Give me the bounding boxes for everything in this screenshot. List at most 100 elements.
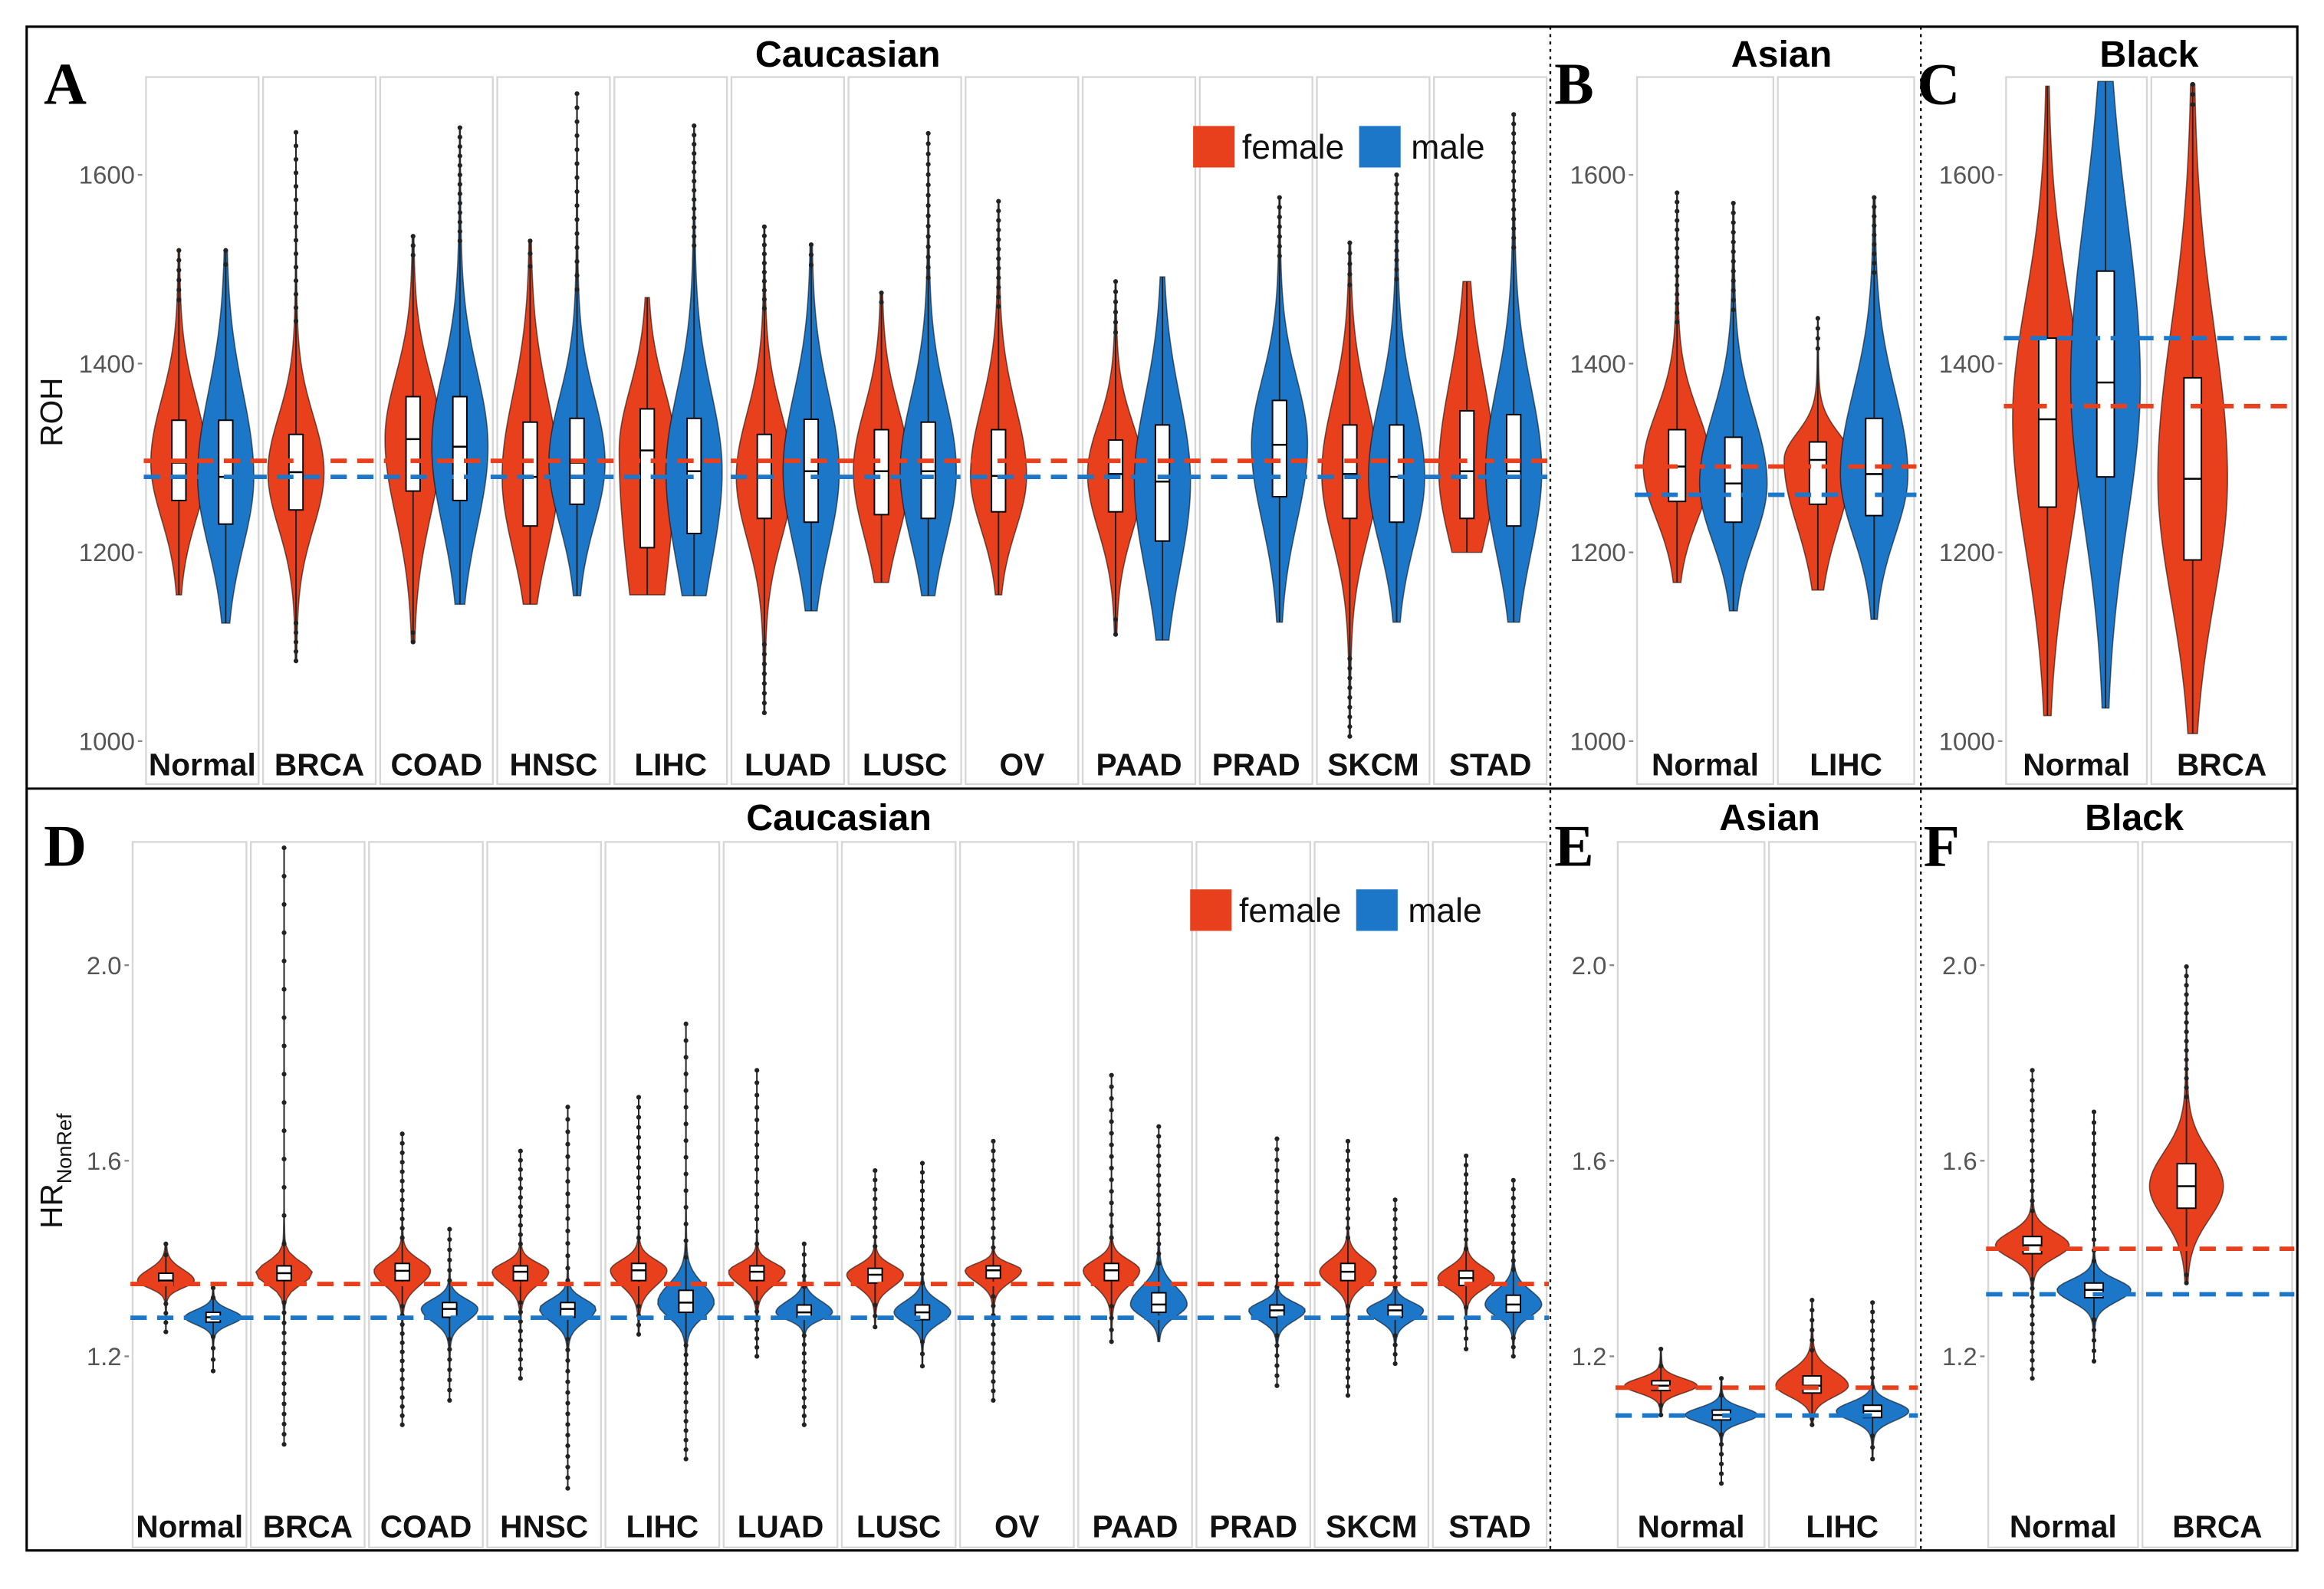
outlier-dot — [1675, 190, 1680, 195]
outlier-dot — [808, 262, 814, 268]
outlier-dot — [2030, 1198, 2035, 1203]
box — [1154, 424, 1171, 542]
outlier-dot — [925, 182, 931, 188]
category-label: BRCA — [263, 1509, 353, 1544]
outlier-dot — [996, 275, 1001, 281]
outlier-dot — [281, 1213, 287, 1218]
outlier-dot — [1392, 1207, 1398, 1213]
outlier-dot — [518, 1223, 523, 1228]
outlier-dot — [754, 1300, 760, 1305]
outlier-dot — [991, 1369, 996, 1375]
outlier-dot — [1870, 1433, 1875, 1439]
y-tick-label: 2.0 — [1942, 951, 1977, 980]
outlier-dot — [565, 1453, 570, 1459]
outlier-dot — [996, 237, 1001, 242]
violin-group-female — [618, 297, 676, 596]
violin-group-female — [1624, 1346, 1698, 1418]
outlier-dot — [1870, 1300, 1875, 1305]
outlier-dot — [754, 1354, 760, 1359]
outlier-dot — [925, 151, 931, 156]
box — [442, 1302, 458, 1318]
outlier-dot — [1347, 282, 1353, 287]
outlier-dot — [2030, 1118, 2035, 1123]
outlier-dot — [1872, 261, 1877, 266]
panel-letter: D — [44, 813, 87, 878]
outlier-dot — [565, 1253, 570, 1259]
category-label: HNSC — [509, 747, 597, 782]
outlier-dot — [528, 238, 533, 244]
outlier-dot — [683, 1188, 689, 1193]
category-label: SKCM — [1326, 1509, 1418, 1544]
outlier-dot — [636, 1115, 642, 1120]
outlier-dot — [1510, 1344, 1516, 1350]
category-label: BRCA — [2172, 1509, 2262, 1544]
outlier-dot — [1675, 264, 1680, 269]
outlier-dot — [754, 1308, 760, 1315]
category-label: STAD — [1449, 747, 1531, 782]
outlier-dot — [683, 1121, 689, 1127]
violin-group-male — [1129, 1124, 1188, 1343]
outlier-dot — [873, 1206, 878, 1211]
facet-panel — [250, 841, 366, 1549]
outlier-dot — [683, 1071, 689, 1077]
outlier-dot — [761, 710, 767, 716]
outlier-dot — [873, 1313, 878, 1318]
outlier-dot — [518, 1338, 523, 1343]
outlier-dot — [1345, 1177, 1351, 1183]
outlier-dot — [1718, 1376, 1724, 1381]
outlier-dot — [281, 1241, 287, 1246]
box — [678, 1289, 694, 1314]
outlier-dot — [879, 290, 884, 296]
outlier-dot — [1109, 1200, 1114, 1206]
outlier-dot — [1464, 1325, 1469, 1331]
outlier-dot — [281, 1341, 287, 1346]
legend-swatch-female — [1190, 889, 1232, 931]
outlier-dot — [1510, 1187, 1516, 1192]
outlier-dot — [1274, 1200, 1280, 1205]
outlier-dot — [2091, 1338, 2097, 1343]
outlier-dot — [399, 1169, 405, 1174]
outlier-dot — [518, 1241, 523, 1246]
outlier-dot — [281, 1421, 287, 1426]
outlier-dot — [2030, 1168, 2035, 1174]
outlier-dot — [919, 1170, 925, 1175]
outlier-dot — [996, 265, 1001, 271]
outlier-dot — [1113, 616, 1119, 622]
outlier-dot — [754, 1229, 760, 1234]
category-label: LIHC — [626, 1509, 699, 1544]
outlier-dot — [1274, 1178, 1280, 1184]
facet-panel — [1195, 841, 1311, 1549]
category-label: LUAD — [738, 1509, 824, 1544]
outlier-dot — [1464, 1153, 1469, 1159]
outlier-dot — [2190, 92, 2195, 97]
outlier-dot — [1277, 234, 1282, 239]
panel-title: Asian — [1731, 34, 1833, 75]
outlier-dot — [2091, 1173, 2097, 1179]
outlier-dot — [518, 1213, 523, 1219]
outlier-dot — [919, 1280, 925, 1285]
outlier-dot — [919, 1216, 925, 1221]
outlier-dot — [399, 1358, 405, 1364]
outlier-dot — [281, 873, 287, 879]
outlier-dot — [683, 1171, 689, 1177]
outlier-dot — [801, 1377, 807, 1383]
outlier-dot — [919, 1188, 925, 1193]
outlier-dot — [1109, 1189, 1114, 1194]
outlier-dot — [163, 1320, 169, 1325]
outlier-dot — [1872, 251, 1877, 257]
box — [394, 1262, 410, 1282]
outlier-dot — [399, 1141, 405, 1146]
outlier-dot — [1464, 1336, 1469, 1341]
outlier-dot — [925, 213, 931, 218]
outlier-dot — [1872, 223, 1877, 228]
outlier-dot — [1511, 207, 1517, 212]
outlier-dot — [1675, 236, 1680, 241]
outlier-dot — [293, 658, 299, 664]
outlier-dot — [281, 1300, 287, 1305]
outlier-dot — [801, 1333, 807, 1338]
violin-group-female — [610, 1095, 668, 1337]
outlier-dot — [399, 1160, 405, 1165]
outlier-dot — [991, 1226, 996, 1231]
outlier-dot — [1156, 1163, 1162, 1168]
outlier-dot — [574, 119, 580, 124]
